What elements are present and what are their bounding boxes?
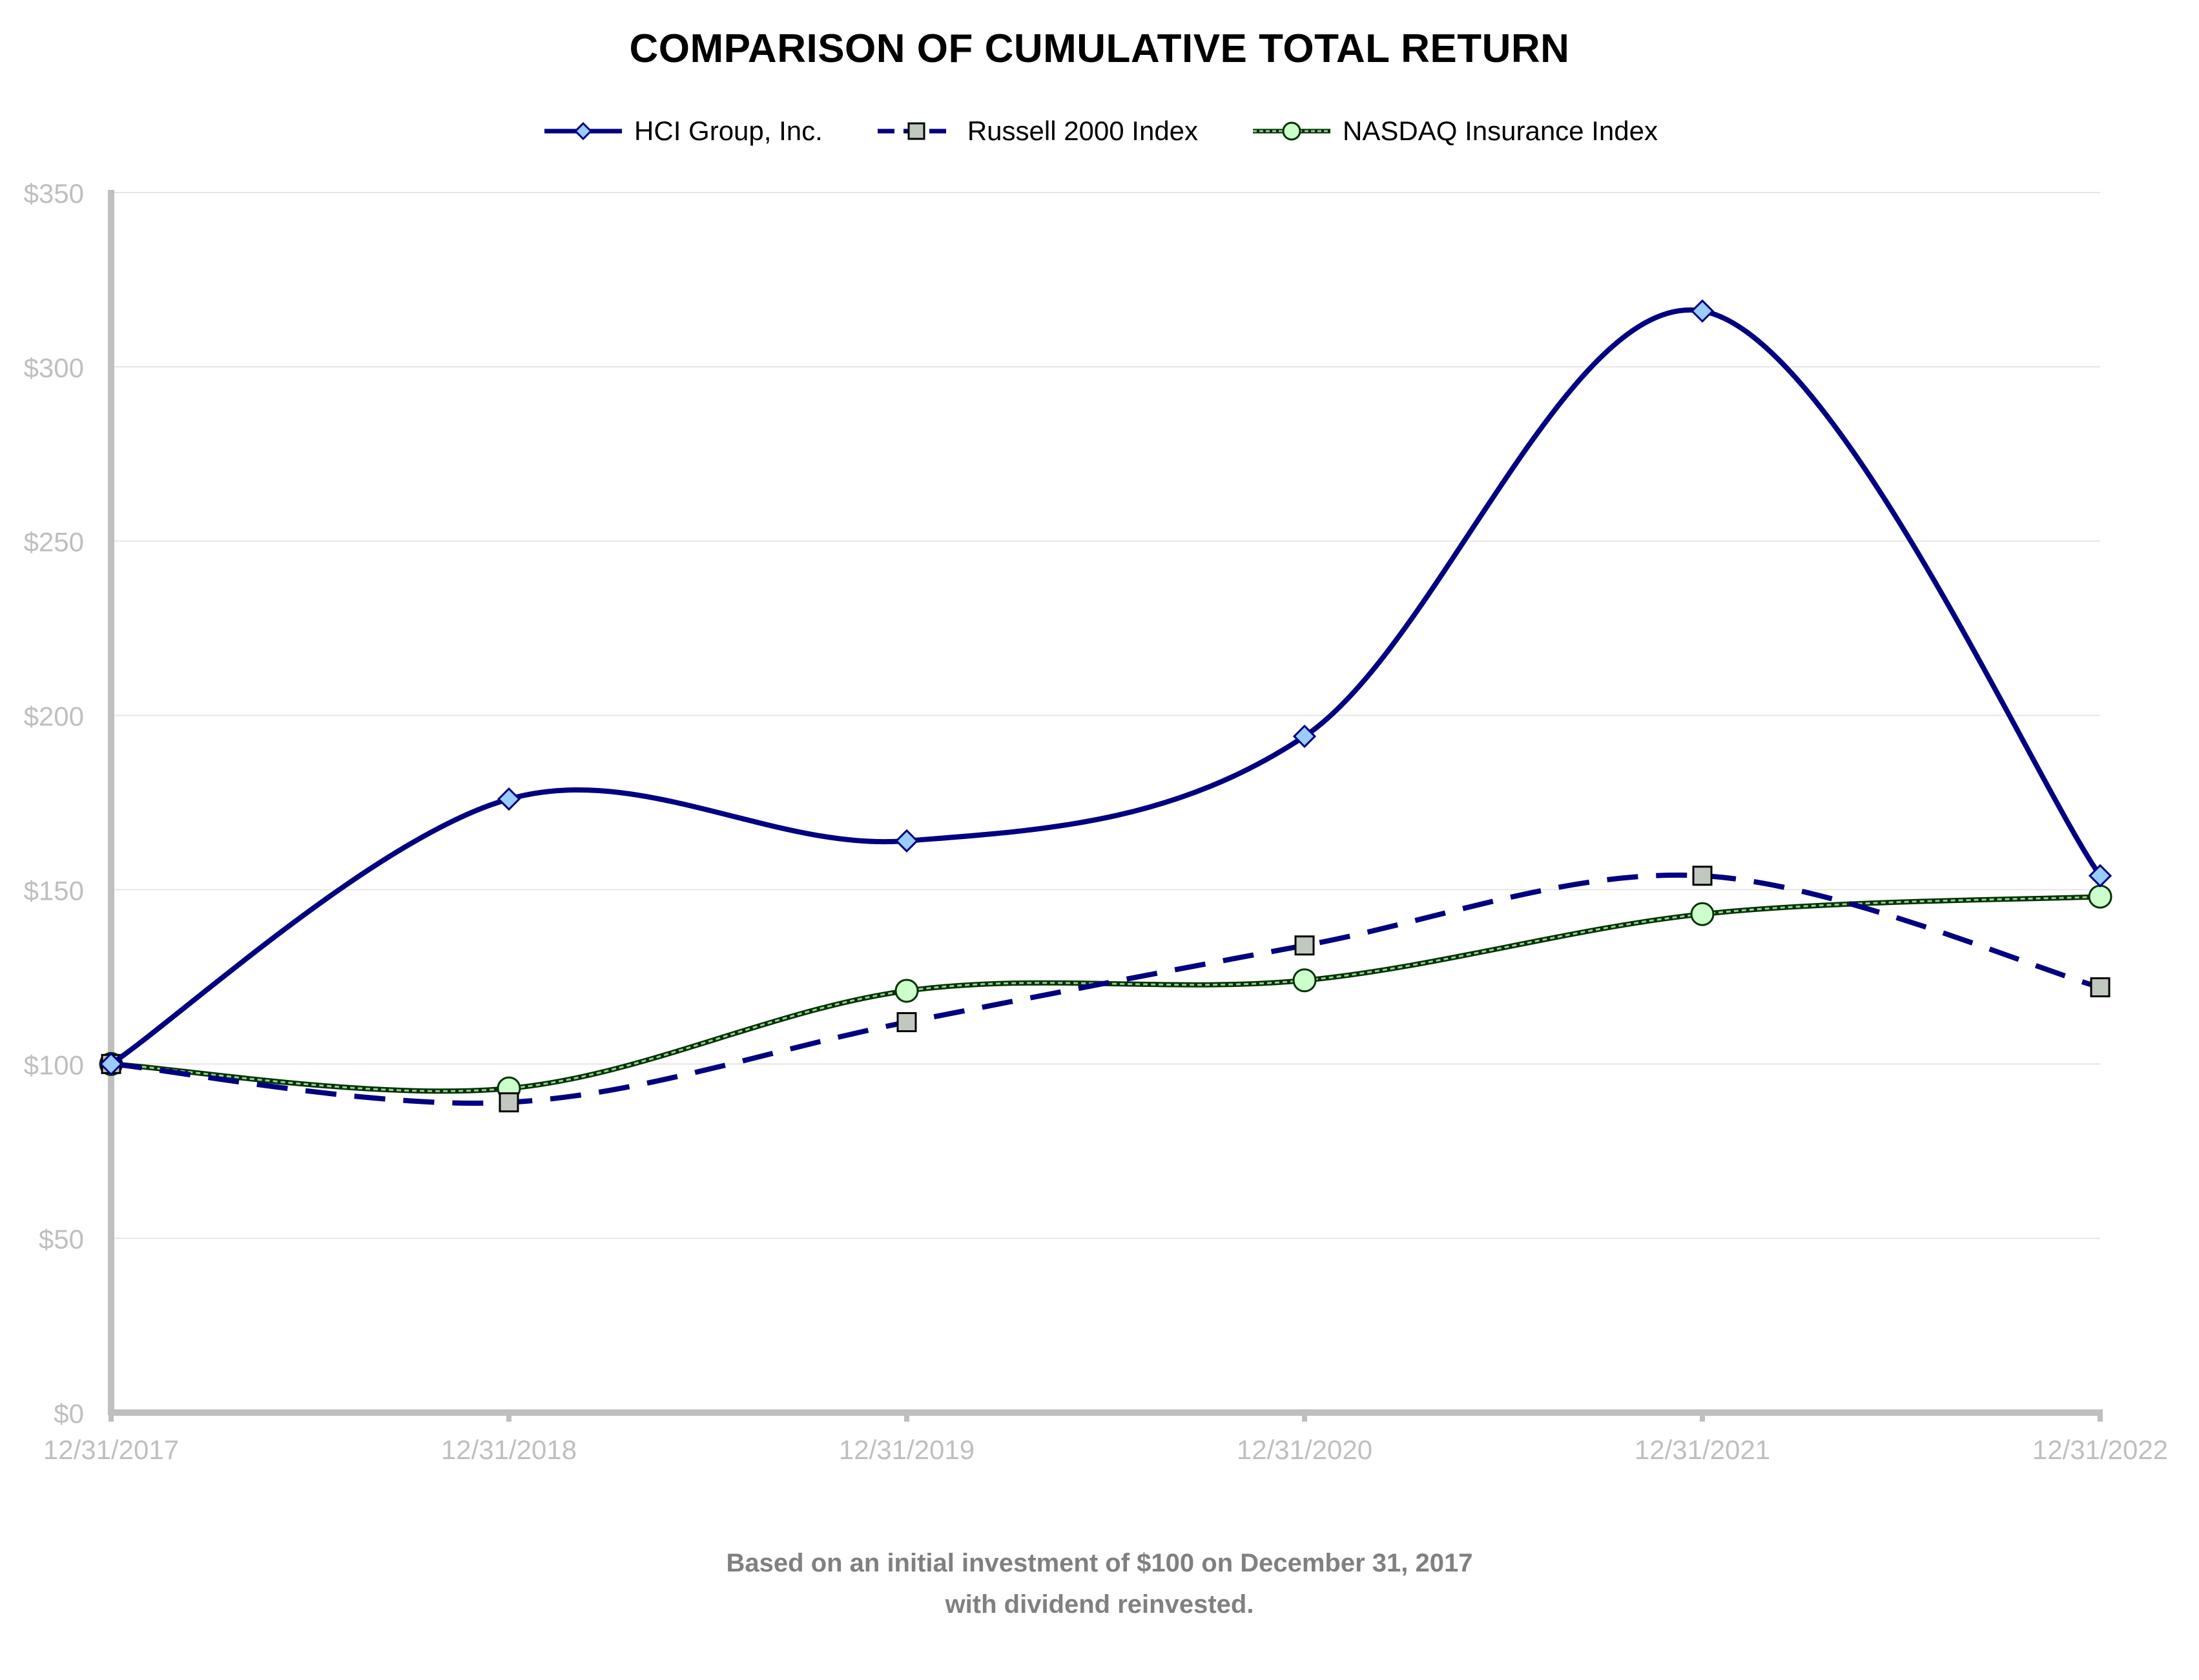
series-0-point	[99, 1052, 123, 1076]
legend-item-nasdaq: NASDAQ Insurance Index	[1250, 116, 1658, 147]
footnote-line-2: with dividend reinvested.	[945, 1590, 1254, 1619]
legend-label-hci: HCI Group, Inc.	[634, 116, 823, 146]
x-tick-label: 12/31/2020	[1237, 1435, 1372, 1465]
footnote-line-1: Based on an initial investment of $100 o…	[726, 1549, 1473, 1577]
series-2-point	[2088, 884, 2112, 909]
series-1-point	[1692, 866, 1713, 886]
series-1-point	[1294, 935, 1315, 956]
legend-swatch-hci	[544, 121, 623, 141]
series-0-point	[1690, 299, 1715, 323]
series-2-point	[1292, 968, 1317, 993]
x-tick-label: 12/31/2017	[43, 1435, 179, 1465]
series-2-point	[1690, 902, 1715, 926]
series-1-point	[499, 1092, 519, 1113]
y-tick-label: $200	[24, 701, 84, 732]
x-tick-label: 12/31/2021	[1635, 1435, 1770, 1465]
y-tick-label: $100	[24, 1050, 84, 1080]
legend-item-russell: Russell 2000 Index	[874, 116, 1198, 147]
series-0-point	[497, 787, 521, 811]
legend-label-russell: Russell 2000 Index	[967, 116, 1199, 146]
y-tick-label: $150	[24, 875, 84, 906]
legend-item-hci: HCI Group, Inc.	[541, 116, 823, 147]
x-tick-label: 12/31/2019	[839, 1435, 975, 1465]
series-1-line	[110, 872, 2101, 1106]
series-1-point	[2090, 977, 2111, 998]
y-tick-label: $300	[24, 353, 84, 383]
y-tick-label: $350	[24, 178, 84, 209]
chart-title: COMPARISON OF CUMULATIVE TOTAL RETURN	[629, 26, 1570, 71]
y-tick-label: $50	[39, 1224, 84, 1254]
series-0-point	[1292, 724, 1317, 749]
series-2-line	[110, 894, 2101, 1094]
y-tick-label: $250	[24, 527, 84, 557]
series-2-point	[894, 979, 919, 1003]
series-0-point	[2088, 864, 2112, 887]
series-0-line	[109, 307, 2103, 1066]
x-tick-label: 12/31/2022	[2032, 1435, 2168, 1465]
series-1-point	[896, 1012, 917, 1033]
chart-legend: HCI Group, Inc. Russell 2000 Index NASDA…	[0, 109, 2199, 154]
series-0-point	[894, 829, 919, 853]
series-2-line-inner	[110, 895, 2101, 1092]
legend-label-nasdaq: NASDAQ Insurance Index	[1343, 116, 1658, 146]
legend-swatch-nasdaq	[1253, 121, 1331, 141]
legend-swatch-russell	[877, 122, 955, 140]
y-tick-label: $0	[54, 1398, 84, 1429]
x-tick-label: 12/31/2018	[441, 1435, 577, 1465]
